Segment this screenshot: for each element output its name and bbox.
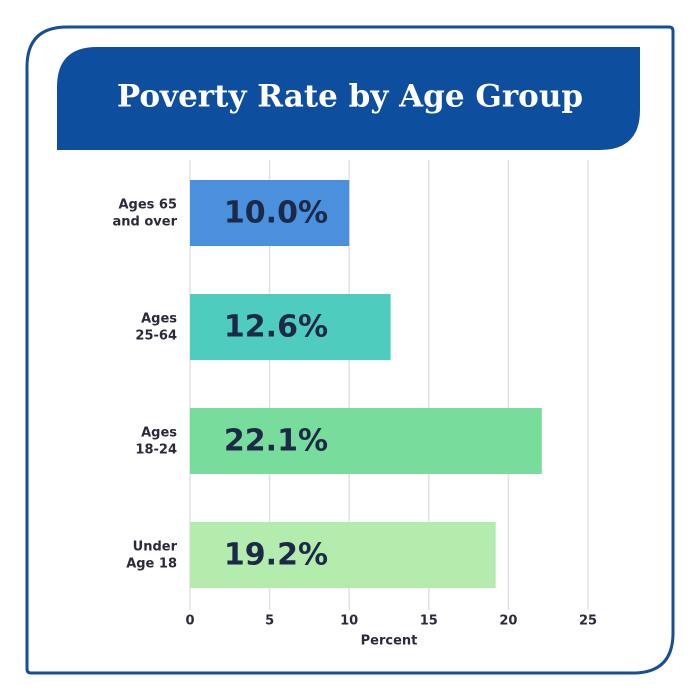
y-tick-label-line: and over <box>113 214 178 229</box>
data-label: 22.1% <box>224 424 328 459</box>
x-axis-label: Percent <box>361 634 418 649</box>
y-tick-label: Under Age 18 <box>126 539 177 571</box>
y-tick-label: Ages 65 and over <box>113 197 178 229</box>
bar <box>190 180 350 246</box>
y-tick-label: Ages 25-64 <box>135 311 177 343</box>
chart-title: Poverty Rate by Age Group <box>117 79 583 115</box>
y-tick-label-line: Under <box>133 539 178 554</box>
frame <box>25 25 675 675</box>
x-tick-label: 0 <box>185 614 194 629</box>
y-tick-label-line: 25-64 <box>135 328 177 343</box>
x-tick-label: 25 <box>579 614 597 629</box>
y-tick-label-line: Ages <box>141 311 177 326</box>
data-label: 12.6% <box>224 310 328 345</box>
bar <box>190 408 542 474</box>
x-tick-label: 20 <box>499 614 517 629</box>
data-label: 10.0% <box>224 196 328 231</box>
x-tick-label: 10 <box>340 614 358 629</box>
title-banner <box>57 47 640 150</box>
y-tick-label-line: Ages <box>141 425 177 440</box>
x-tick-label: 5 <box>265 614 274 629</box>
y-tick-label-line: 18-24 <box>135 442 177 457</box>
y-tick-label-line: Age 18 <box>126 556 177 571</box>
bar <box>190 294 391 360</box>
x-tick-label: 15 <box>420 614 438 629</box>
data-label: 19.2% <box>224 538 328 573</box>
bar <box>190 522 496 588</box>
y-tick-label: Ages 18-24 <box>135 425 177 457</box>
y-tick-label-line: Ages 65 <box>118 197 177 212</box>
